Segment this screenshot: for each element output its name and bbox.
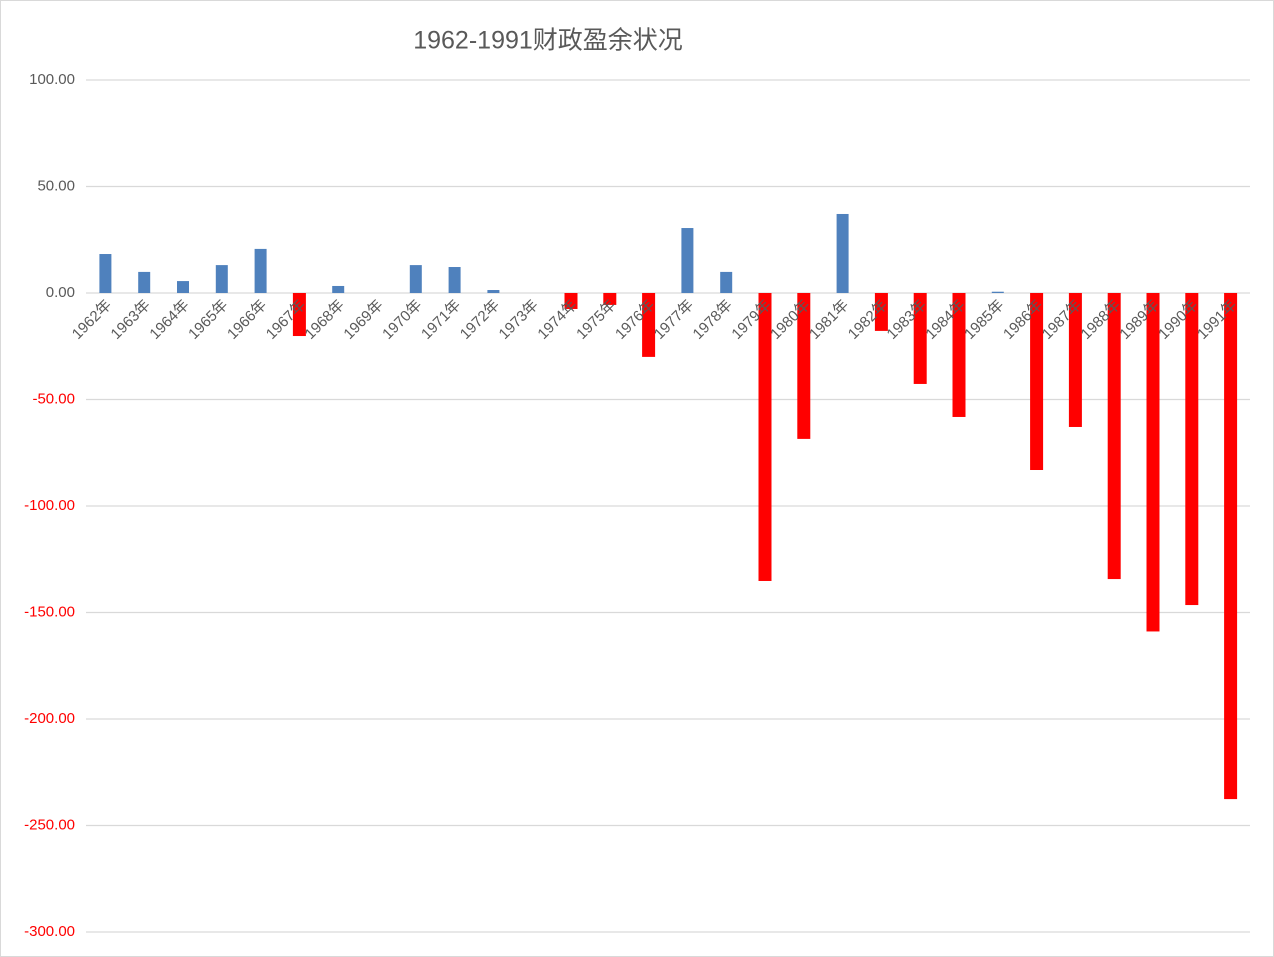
- bar: [797, 293, 811, 439]
- bar: [874, 293, 888, 331]
- bar: [177, 281, 189, 293]
- bar: [448, 267, 461, 293]
- y-tick-label: -250.00: [24, 816, 75, 833]
- bar: [292, 293, 306, 337]
- bar: [1030, 293, 1044, 471]
- bar: [215, 265, 228, 293]
- bar: [487, 290, 500, 293]
- bar: [952, 293, 966, 417]
- y-tick-label: -300.00: [24, 923, 75, 940]
- bar: [564, 293, 578, 309]
- bar: [1068, 293, 1082, 427]
- bar: [332, 285, 345, 293]
- bar: [1185, 293, 1199, 606]
- bar: [720, 271, 733, 293]
- y-tick-label: -150.00: [24, 603, 75, 620]
- y-tick-label: 0.00: [46, 284, 75, 301]
- bar: [1146, 293, 1160, 632]
- chart-title: 1962-1991财政盈余状况: [413, 27, 683, 55]
- bar: [681, 228, 694, 293]
- bar: [836, 213, 849, 293]
- bar: [758, 293, 772, 581]
- bar: [1224, 293, 1238, 800]
- y-tick-label: -200.00: [24, 710, 75, 727]
- bar: [913, 293, 927, 384]
- bar: [138, 271, 151, 293]
- bar: [409, 265, 422, 293]
- bar: [603, 293, 617, 305]
- y-tick-label: -100.00: [24, 497, 75, 514]
- y-tick-label: 50.00: [37, 177, 75, 194]
- bar: [642, 293, 656, 357]
- bar: [254, 248, 267, 293]
- y-tick-label: -50.00: [32, 390, 75, 407]
- bar: [1107, 293, 1121, 580]
- bar: [99, 254, 112, 293]
- y-tick-label: 100.00: [29, 71, 75, 88]
- bar: [991, 291, 1004, 293]
